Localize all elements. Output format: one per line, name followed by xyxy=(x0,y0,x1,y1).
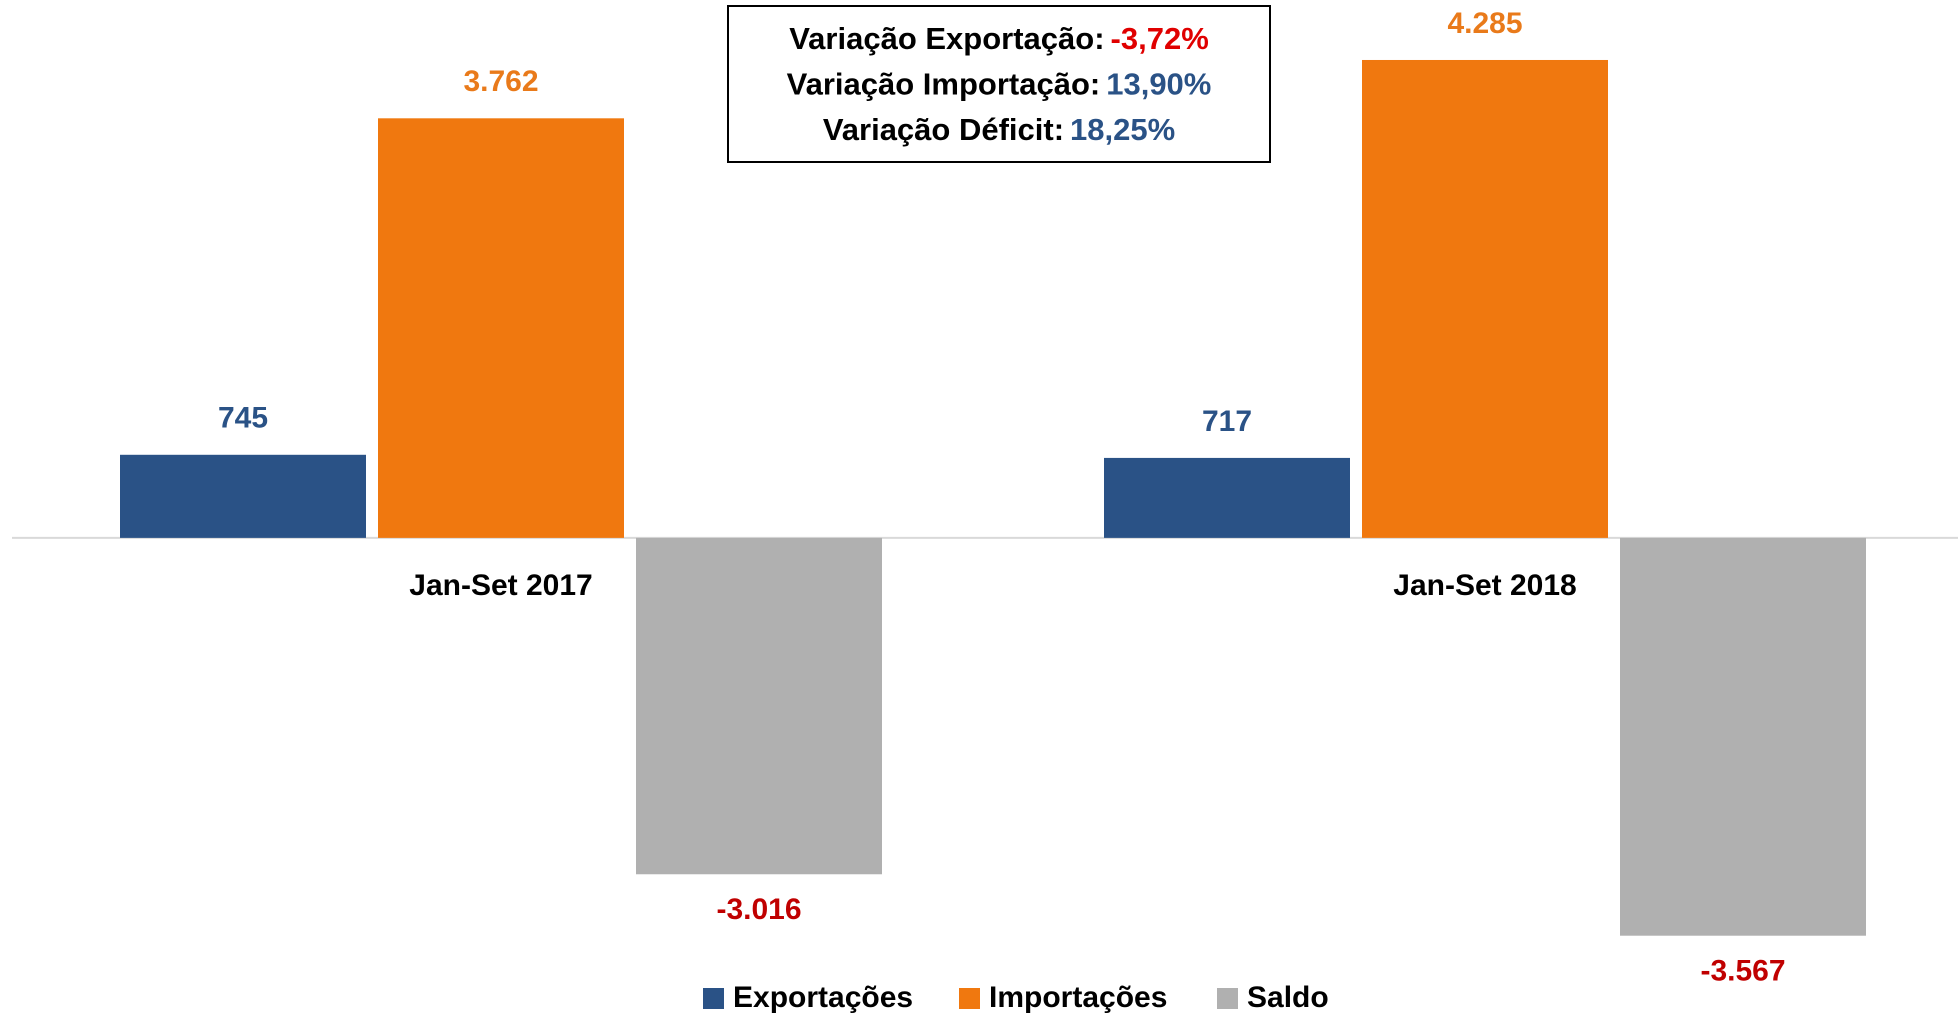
annotation-label: Variação Exportação: xyxy=(789,21,1104,56)
data-label: 3.762 xyxy=(463,65,538,98)
annotation-value: -3,72% xyxy=(1111,21,1209,56)
bar xyxy=(1620,537,1866,936)
legend-label: Saldo xyxy=(1247,981,1329,1014)
legend-swatch xyxy=(1217,988,1238,1009)
data-label: -3.567 xyxy=(1700,955,1785,988)
x-tick-label: Jan-Set 2018 xyxy=(1393,569,1576,602)
annotation-label: Variação Importação: xyxy=(787,67,1101,102)
legend-swatch xyxy=(703,988,724,1009)
bar xyxy=(1362,59,1608,538)
annotation: Variação Déficit: 18,25% xyxy=(823,112,1175,147)
annotation-value: 13,90% xyxy=(1106,67,1211,102)
legend-swatch xyxy=(959,988,980,1009)
legend-label: Importações xyxy=(989,981,1167,1014)
bar xyxy=(1104,457,1350,538)
bar xyxy=(378,118,624,538)
annotation-label: Variação Déficit: xyxy=(823,112,1064,147)
annotation-value: 18,25% xyxy=(1070,112,1175,147)
legend-label: Exportações xyxy=(733,981,913,1014)
data-label: -3.016 xyxy=(716,893,801,926)
annotation: Variação Exportação: -3,72% xyxy=(789,21,1209,56)
annotation: Variação Importação: 13,90% xyxy=(787,67,1212,102)
bar xyxy=(120,454,366,538)
x-tick-label: Jan-Set 2017 xyxy=(409,569,592,602)
data-label: 4.285 xyxy=(1447,7,1522,40)
annotation-box xyxy=(727,5,1271,163)
data-label: 745 xyxy=(218,402,268,435)
bar xyxy=(636,537,882,875)
data-label: 717 xyxy=(1202,405,1252,438)
